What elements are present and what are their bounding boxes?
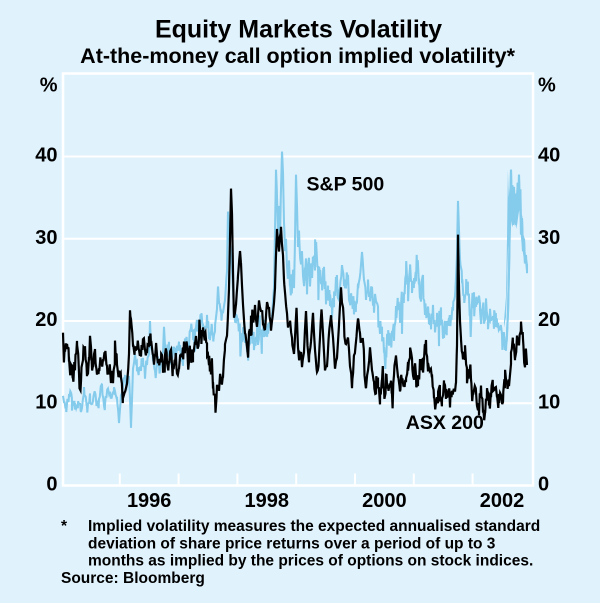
svg-text:At-the-money call option impli: At-the-money call option implied volatil… [80, 44, 515, 68]
svg-text:%: % [40, 74, 58, 96]
svg-text:40: 40 [35, 145, 57, 167]
svg-text:*: * [61, 518, 68, 535]
svg-text:Source: Bloomberg: Source: Bloomberg [61, 570, 205, 587]
svg-text:40: 40 [538, 145, 560, 167]
svg-text:20: 20 [538, 309, 560, 331]
svg-text:10: 10 [35, 391, 57, 413]
svg-text:Equity Markets Volatility: Equity Markets Volatility [155, 16, 442, 44]
svg-text:0: 0 [46, 474, 57, 496]
svg-text:S&P 500: S&P 500 [307, 174, 385, 196]
svg-text:1996: 1996 [127, 490, 172, 512]
svg-text:10: 10 [538, 391, 560, 413]
svg-text:1998: 1998 [245, 490, 290, 512]
svg-text:ASX 200: ASX 200 [406, 412, 484, 434]
svg-text:2000: 2000 [362, 490, 407, 512]
svg-text:2002: 2002 [480, 490, 525, 512]
svg-text:30: 30 [538, 227, 560, 249]
svg-text:deviation of share price retur: deviation of share price returns over a … [88, 535, 496, 552]
svg-text:30: 30 [35, 227, 57, 249]
svg-text:months as implied by the price: months as implied by the prices of optio… [88, 553, 533, 570]
svg-text:0: 0 [538, 474, 549, 496]
svg-text:20: 20 [35, 309, 57, 331]
svg-text:%: % [538, 74, 556, 96]
svg-text:Implied volatility measures th: Implied volatility measures the expected… [88, 518, 540, 535]
